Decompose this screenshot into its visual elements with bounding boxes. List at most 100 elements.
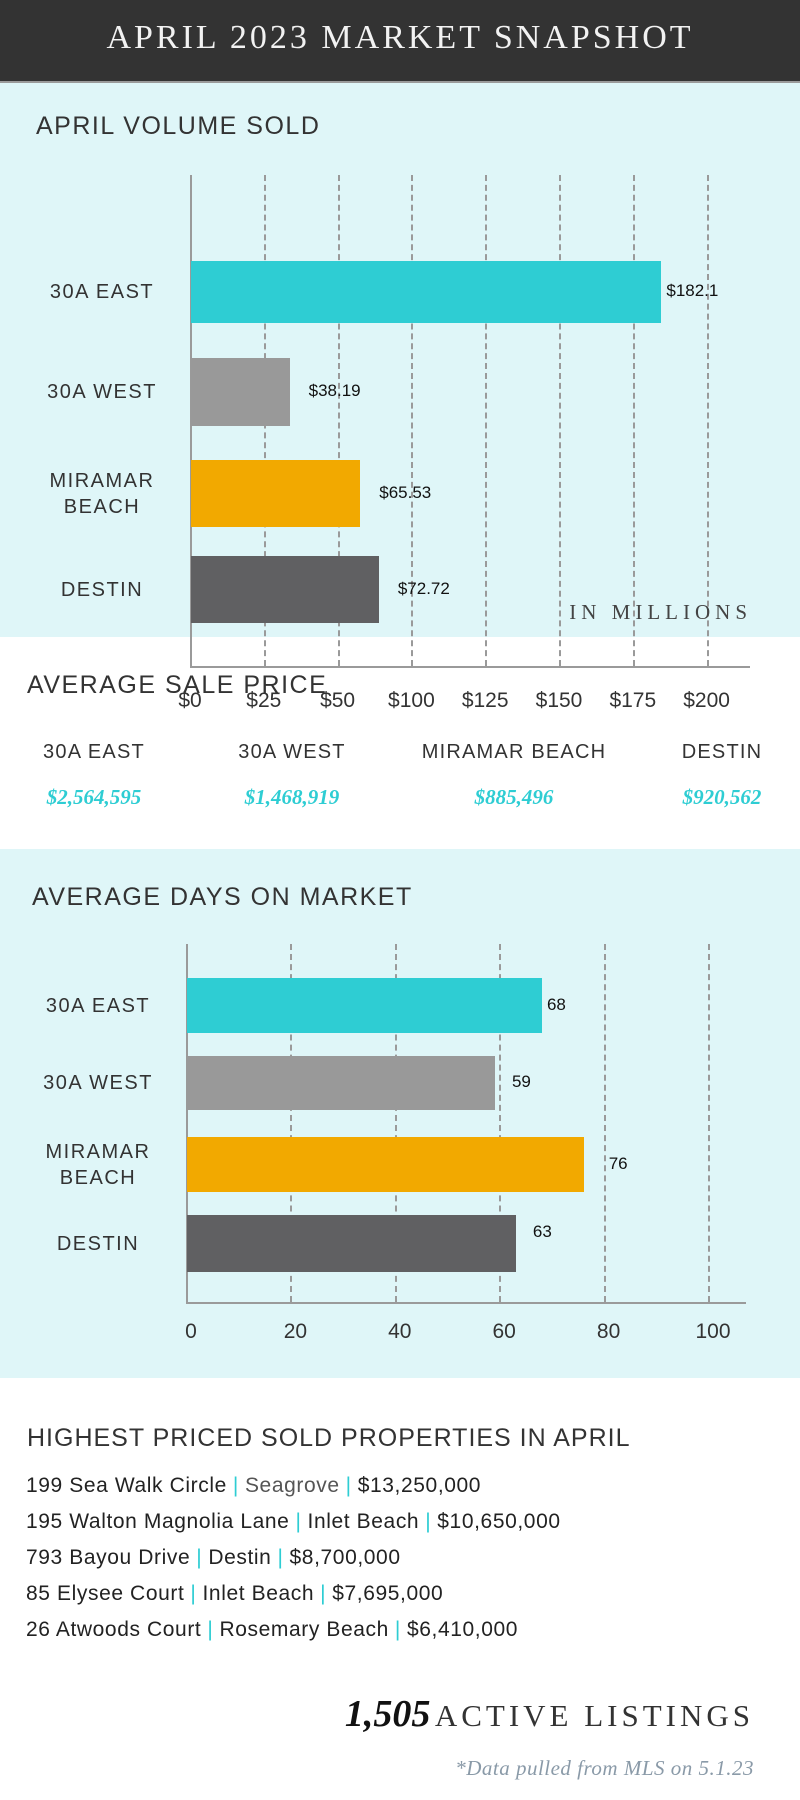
x-tick-label: $125 xyxy=(461,689,509,712)
volume-section xyxy=(0,83,800,637)
category-label: 30A WEST xyxy=(47,381,157,403)
x-tick-label: 80 xyxy=(596,1320,621,1343)
separator: | xyxy=(295,1510,302,1533)
separator: | xyxy=(345,1474,352,1497)
avg-price-title: AVERAGE SALE PRICE xyxy=(27,671,328,699)
volume-title: APRIL VOLUME SOLD xyxy=(36,112,321,140)
bar xyxy=(191,358,290,426)
x-tick-label: $100 xyxy=(388,689,435,712)
bar xyxy=(191,261,662,323)
x-tick-label: $150 xyxy=(535,689,583,712)
property-row: 26 Atwoods Court | Rosemary Beach | $6,410,0… xyxy=(26,1618,518,1642)
gridline xyxy=(411,175,414,666)
x-tick-label: $50 xyxy=(320,689,356,712)
avg-price-value: $1,468,919 xyxy=(244,785,340,809)
avg-price-label: 30A EAST xyxy=(43,741,145,763)
header-bar xyxy=(0,0,800,83)
bar xyxy=(187,1137,584,1192)
separator: | xyxy=(277,1546,284,1569)
x-tick-label: $0 xyxy=(178,689,202,712)
bar xyxy=(187,1215,516,1272)
property-row: 195 Walton Magnolia Lane | Inlet Beach | $10… xyxy=(26,1510,561,1534)
active-listings: 1,505 ACTIVE LISTINGS xyxy=(345,1692,754,1736)
value-label: 68 xyxy=(546,994,566,1014)
avg-price-value: $2,564,595 xyxy=(46,785,142,809)
avg-price-label: 30A WEST xyxy=(238,741,346,763)
value-label: 76 xyxy=(608,1153,628,1173)
avg-price-label: DESTIN xyxy=(681,741,763,763)
separator: | xyxy=(207,1618,214,1641)
property-address: 195 Walton Magnolia Lane xyxy=(26,1510,290,1533)
active-label: ACTIVE LISTINGS xyxy=(434,1698,754,1733)
property-location: Rosemary Beach xyxy=(219,1618,389,1641)
gridline xyxy=(708,944,710,1302)
property-location: Destin xyxy=(208,1546,272,1569)
x-tick-label: 0 xyxy=(185,1320,197,1343)
value-label: $38.19 xyxy=(308,381,361,400)
x-tick-label: $200 xyxy=(683,689,730,712)
property-address: 199 Sea Walk Circle xyxy=(26,1474,227,1497)
avg-price-value: $885,496 xyxy=(474,785,554,809)
value-label: $65.53 xyxy=(379,482,432,502)
category-label: DESTIN xyxy=(60,578,144,601)
gridline xyxy=(559,175,561,666)
category-label: 30A EAST xyxy=(49,281,155,303)
property-location: Inlet Beach xyxy=(307,1510,420,1533)
days-section xyxy=(0,849,800,1378)
property-address: 26 Atwoods Court xyxy=(26,1618,202,1641)
property-row: 85 Elysee Court | Inlet Beach | $7,695,000 xyxy=(26,1582,443,1606)
property-price: $10,650,000 xyxy=(437,1510,561,1533)
property-row: 793 Bayou Drive | Destin | $8,700,000 xyxy=(26,1546,401,1570)
x-tick-label: 40 xyxy=(388,1320,412,1343)
x-axis xyxy=(190,666,750,668)
property-address: 85 Elysee Court xyxy=(26,1582,185,1605)
separator: | xyxy=(394,1618,401,1641)
x-axis xyxy=(186,1302,746,1304)
category-label: MIRAMAR BEACH xyxy=(49,469,155,518)
gridline xyxy=(706,175,709,666)
bar xyxy=(187,1056,495,1110)
properties-title: HIGHEST PRICED SOLD PROPERTIES IN APRIL xyxy=(27,1424,631,1452)
value-label: 63 xyxy=(532,1221,552,1241)
value-label: $182.1 xyxy=(666,281,719,300)
gridline xyxy=(603,944,606,1302)
category-label: 30A WEST xyxy=(43,1072,153,1094)
x-tick-label: 20 xyxy=(283,1320,308,1343)
volume-xlabel: IN MILLIONS xyxy=(569,600,752,624)
gridline xyxy=(394,944,397,1302)
bar xyxy=(187,978,542,1033)
value-label: 59 xyxy=(511,1072,531,1091)
days-title: AVERAGE DAYS ON MARKET xyxy=(32,883,413,911)
category-label: MIRAMAR BEACH xyxy=(45,1140,151,1189)
gridline xyxy=(290,944,293,1302)
avg-price-label: MIRAMAR BEACH xyxy=(421,741,607,763)
gridline xyxy=(499,944,502,1302)
separator: | xyxy=(196,1546,203,1569)
x-tick-label: $25 xyxy=(246,689,282,712)
property-address: 793 Bayou Drive xyxy=(26,1546,191,1569)
x-tick-label: 60 xyxy=(492,1320,516,1343)
separator: | xyxy=(425,1510,432,1533)
active-count: 1,505 xyxy=(344,1693,431,1735)
gridline xyxy=(632,175,635,666)
property-location: Seagrove xyxy=(244,1474,340,1497)
category-label: 30A EAST xyxy=(45,994,151,1017)
property-price: $13,250,000 xyxy=(357,1474,482,1497)
property-price: $6,410,000 xyxy=(406,1618,519,1641)
page-title: APRIL 2023 MARKET SNAPSHOT xyxy=(106,19,694,56)
separator: | xyxy=(320,1582,327,1605)
x-tick-label: $175 xyxy=(609,689,657,712)
bar xyxy=(191,556,379,623)
category-label: DESTIN xyxy=(56,1232,140,1255)
property-row: 199 Sea Walk Circle | Seagrove | $13,250,000 xyxy=(26,1474,481,1498)
avg-price-value: $920,562 xyxy=(682,785,762,809)
y-axis xyxy=(186,944,188,1302)
property-price: $7,695,000 xyxy=(332,1582,444,1605)
gridline xyxy=(485,175,488,666)
property-location: Inlet Beach xyxy=(202,1582,315,1605)
separator: | xyxy=(232,1474,239,1497)
value-label: $72.72 xyxy=(397,578,450,598)
bar xyxy=(191,460,361,527)
separator: | xyxy=(190,1582,197,1605)
x-tick-label: 100 xyxy=(695,1320,731,1343)
